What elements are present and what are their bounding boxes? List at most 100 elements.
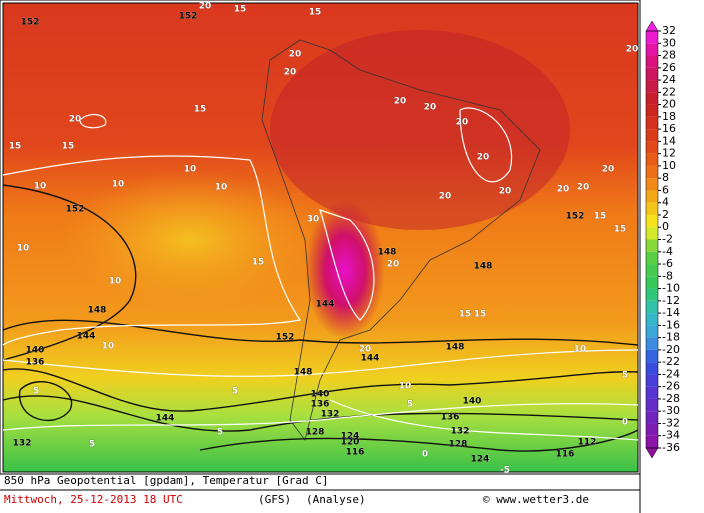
colorbar-label: 10 <box>662 159 676 172</box>
colorbar-label: -24 <box>662 367 680 380</box>
contour-label: 148 <box>474 262 493 272</box>
colorbar-arrow <box>645 447 659 459</box>
contour-label: 152 <box>66 205 85 215</box>
contour-label: 20 <box>626 45 639 55</box>
contour-label: 5 <box>33 387 39 397</box>
colorbar-bin <box>646 386 658 399</box>
geopotential-contours <box>2 184 639 452</box>
contour-label: 148 <box>378 248 397 258</box>
colorbar-bin <box>646 313 658 326</box>
contour-label: 5 <box>217 428 223 438</box>
colorbar-bin <box>646 325 658 338</box>
contour-label: 10 <box>102 342 115 352</box>
colorbar-label: 22 <box>662 85 676 98</box>
contour-label: 10 <box>399 382 412 392</box>
contour-label: 116 <box>556 450 575 460</box>
colorbar-label: -36 <box>662 441 680 454</box>
colorbar-bin <box>646 288 658 301</box>
colorbar-bin <box>646 239 658 252</box>
contour-label: 15 <box>9 142 22 152</box>
contour-label: 20 <box>439 192 452 202</box>
contour-label: 124 <box>341 432 360 442</box>
contour-label: 152 <box>179 12 198 22</box>
footer-date: Mittwoch, 25-12-2013 18 UTC <box>4 493 183 506</box>
colorbar-label: -4 <box>662 245 673 258</box>
map-frame <box>0 0 641 475</box>
colorbar-label: 18 <box>662 110 676 123</box>
colorbar-bin <box>646 104 658 117</box>
colorbar-bin <box>646 92 658 105</box>
colorbar-label: -14 <box>662 306 680 319</box>
colorbar-bin <box>646 411 658 424</box>
contour-label: 144 <box>156 414 175 424</box>
contour-label: 15 <box>252 258 265 268</box>
colorbar-bin <box>646 178 658 191</box>
contour-label: 120 <box>341 438 360 448</box>
contour-label: 0 <box>622 418 628 428</box>
contour-label: 144 <box>361 354 380 364</box>
contour-label: 136 <box>311 400 330 410</box>
contour-label: 30 <box>307 215 320 225</box>
isotherms <box>2 107 639 441</box>
colorbar-bin <box>646 337 658 350</box>
colorbar-label: 6 <box>662 183 669 196</box>
colorbar-label: -18 <box>662 331 680 344</box>
colorbar-label: 8 <box>662 171 669 184</box>
hot-area <box>305 200 385 340</box>
contour-label: 112 <box>578 438 597 448</box>
contour-label: 20 <box>359 345 372 355</box>
colorbar-label: -20 <box>662 343 680 356</box>
contour-label: 15 <box>194 105 207 115</box>
contour-label: 10 <box>184 165 197 175</box>
contour-label: 144 <box>77 332 96 342</box>
colorbar-bin <box>646 227 658 240</box>
colorbar-label: 30 <box>662 36 676 49</box>
contour-label: 15 <box>234 5 247 15</box>
colorbar-bin <box>646 190 658 203</box>
colorbar-bin <box>646 55 658 68</box>
colorbar-label: 12 <box>662 147 676 160</box>
colorbar-bin <box>646 251 658 265</box>
colorbar-bin <box>646 374 658 387</box>
contour-label: 20 <box>577 183 590 193</box>
contour-label: 152 <box>276 333 295 343</box>
colorbar-label: -8 <box>662 269 673 282</box>
contour-label: 20 <box>456 118 469 128</box>
contour-label: 152 <box>566 212 585 222</box>
footer-run: (Analyse) <box>306 493 366 506</box>
colorbar-label: 32 <box>662 24 676 37</box>
contour-label: 15 <box>309 8 322 18</box>
contour-label: 5 <box>622 371 628 381</box>
colorbar-label: -10 <box>662 282 680 295</box>
footer-title: 850 hPa Geopotential [gpdam], Temperatur… <box>4 474 329 487</box>
colorbar-label: 14 <box>662 134 676 147</box>
contour-label: 15 <box>594 212 607 222</box>
colorbar-bin <box>646 129 658 142</box>
contour-label: 5 <box>89 440 95 450</box>
contour-label: 20 <box>394 97 407 107</box>
contour-label: 10 <box>215 183 228 193</box>
colorbar-bin <box>646 202 658 215</box>
contour-label: 5 <box>407 400 413 410</box>
colorbar-label: -12 <box>662 294 680 307</box>
contour-label: 124 <box>471 455 490 465</box>
contour-label: 20 <box>289 50 302 60</box>
colorbar-label: -6 <box>662 257 673 270</box>
contour-label: 128 <box>306 428 325 438</box>
colorbar-bin <box>646 214 658 228</box>
contour-label: 20 <box>557 185 570 195</box>
contour-label: 20 <box>284 68 297 78</box>
colorbar-bin <box>646 67 658 81</box>
colorbar-label: 20 <box>662 98 676 111</box>
contour-label: 20 <box>199 2 212 12</box>
contour-label: 148 <box>294 368 313 378</box>
contour-label: 140 <box>311 390 330 400</box>
contour-label: 144 <box>316 300 335 310</box>
colorbar-bin <box>646 31 658 44</box>
contour-label: 20 <box>602 165 615 175</box>
colorbar-bin <box>646 264 658 277</box>
contour-label: 148 <box>446 343 465 353</box>
contour-label: 15 <box>62 142 75 152</box>
contour-label: 10 <box>112 180 125 190</box>
contour-label: 132 <box>321 410 340 420</box>
